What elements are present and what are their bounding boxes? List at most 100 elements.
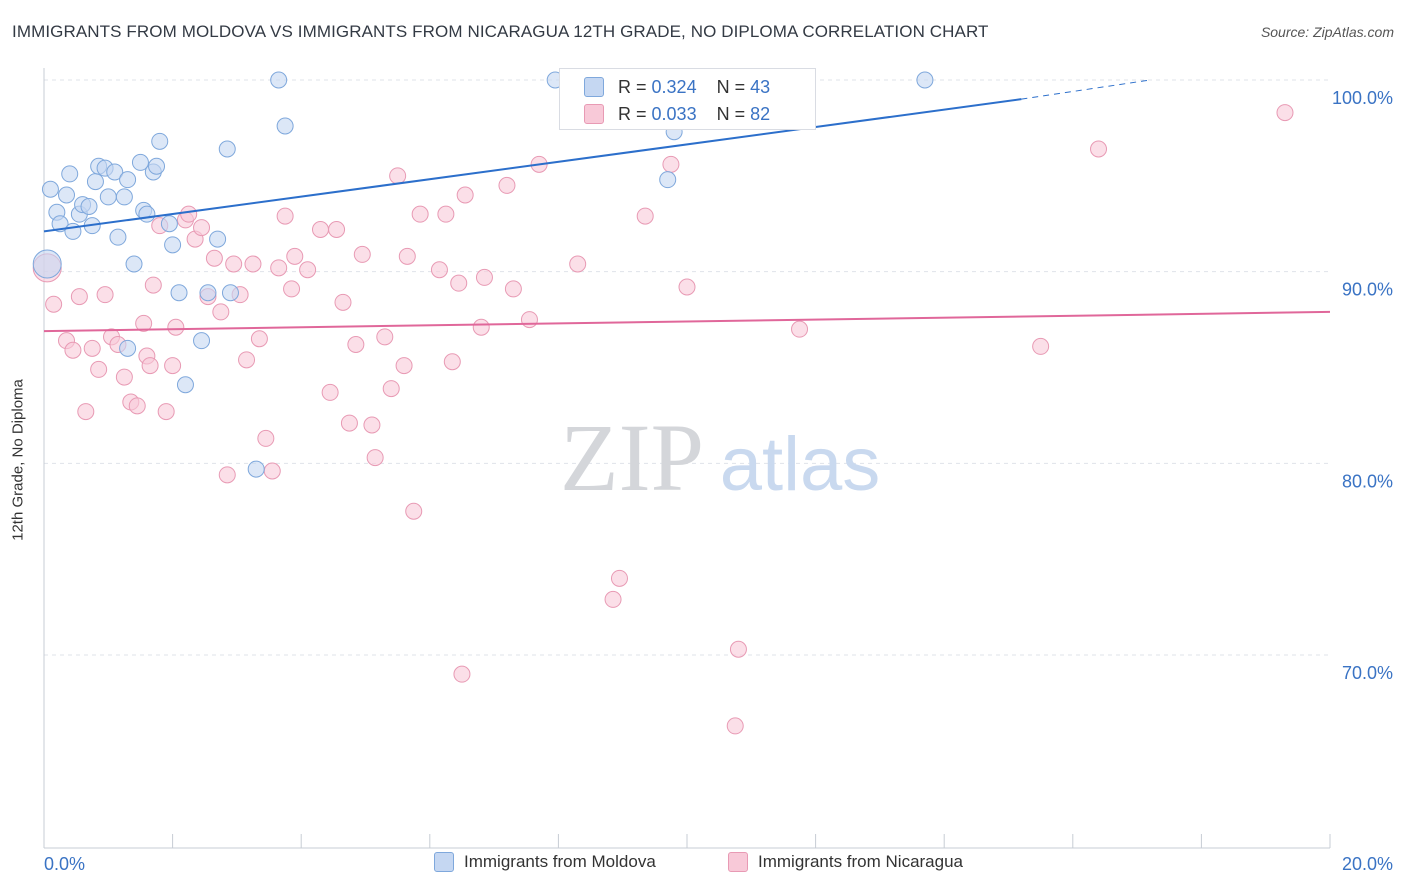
moldova-point <box>119 171 137 189</box>
y-tick-label: 70.0% <box>1342 663 1393 683</box>
moldova-n-label: N = <box>716 76 746 97</box>
moldova-point <box>916 71 934 89</box>
nicaragua-point <box>382 380 400 398</box>
nicaragua-point <box>604 590 622 608</box>
tick-labels: 70.0% 80.0% 90.0% 100.0% 0.0% 20.0% <box>44 88 1393 874</box>
nicaragua-point <box>443 353 461 371</box>
moldova-point <box>247 460 265 478</box>
nicaragua-point <box>340 414 358 432</box>
source-label: Source: ZipAtlas.com <box>1260 24 1394 40</box>
y-tick-label: 100.0% <box>1332 88 1393 108</box>
nicaragua-point <box>395 357 413 375</box>
nicaragua-point <box>64 341 82 359</box>
moldova-point <box>115 188 133 206</box>
moldova-point <box>125 255 143 273</box>
legend-swatch-nicaragua <box>728 852 748 872</box>
nicaragua-point <box>729 640 747 658</box>
nicaragua-point <box>1276 104 1294 122</box>
nicaragua-point <box>726 717 744 735</box>
x-tick-label: 0.0% <box>44 854 85 874</box>
nicaragua-point <box>437 205 455 223</box>
nicaragua-point <box>83 339 101 357</box>
series-legend: Immigrants from Moldova Immigrants from … <box>0 852 1406 878</box>
nicaragua-point <box>321 383 339 401</box>
moldova-point <box>151 132 169 150</box>
moldova-point <box>99 188 117 206</box>
moldova-point <box>209 230 227 248</box>
moldova-r-label: R = <box>618 76 647 97</box>
nicaragua-point <box>167 318 185 336</box>
moldova-point <box>218 140 236 158</box>
nicaragua-point <box>610 569 628 587</box>
nicaragua-point <box>569 255 587 273</box>
nicaragua-swatch <box>584 104 604 124</box>
nicaragua-point <box>311 221 329 238</box>
moldova-point <box>270 71 288 89</box>
data-points <box>32 71 1294 735</box>
moldova-point <box>109 228 127 246</box>
nicaragua-point <box>520 311 538 329</box>
nicaragua-r-label: R = <box>618 103 647 124</box>
moldova-point <box>41 180 59 198</box>
nicaragua-point <box>212 303 230 321</box>
moldova-point <box>193 332 211 350</box>
moldova-point <box>80 198 98 215</box>
nicaragua-n-value: 82 <box>750 103 771 124</box>
nicaragua-point <box>398 247 416 265</box>
nicaragua-n-label: N = <box>716 103 746 124</box>
nicaragua-point <box>205 249 223 267</box>
legend-item-moldova[interactable]: Immigrants from Moldova <box>434 852 656 872</box>
nicaragua-point <box>1032 337 1050 355</box>
nicaragua-point <box>193 219 211 237</box>
watermark: ZIP atlas <box>560 404 880 511</box>
trend-lines <box>43 79 1331 333</box>
nicaragua-point <box>77 403 95 421</box>
legend-label-moldova: Immigrants from Moldova <box>464 852 656 871</box>
nicaragua-point <box>453 665 471 683</box>
nicaragua-point <box>353 245 371 263</box>
nicaragua-point <box>270 259 288 277</box>
watermark-atlas: atlas <box>720 422 881 507</box>
nicaragua-point <box>70 288 88 306</box>
nicaragua-point <box>238 351 256 369</box>
legend-swatch-moldova <box>434 852 454 872</box>
moldova-point <box>58 186 76 204</box>
nicaragua-point <box>411 205 429 223</box>
nicaragua-point <box>791 320 809 338</box>
nicaragua-point <box>283 280 301 298</box>
nicaragua-point <box>96 286 114 304</box>
nicaragua-point <box>472 318 490 336</box>
nicaragua-point <box>286 247 304 265</box>
nicaragua-point <box>363 416 381 434</box>
nicaragua-point <box>135 314 153 332</box>
legend-item-nicaragua[interactable]: Immigrants from Nicaragua <box>728 852 963 872</box>
moldova-trend-extension <box>1021 79 1151 100</box>
moldova-point <box>170 284 188 302</box>
nicaragua-point <box>45 295 63 313</box>
nicaragua-point <box>662 155 680 173</box>
nicaragua-point <box>276 207 294 225</box>
chart-title: IMMIGRANTS FROM MOLDOVA VS IMMIGRANTS FR… <box>12 22 989 41</box>
moldova-point <box>86 173 104 191</box>
y-tick-label: 90.0% <box>1342 280 1393 300</box>
nicaragua-point <box>225 255 243 273</box>
nicaragua-point <box>678 278 696 296</box>
moldova-point <box>138 205 156 223</box>
gridlines <box>44 79 1330 656</box>
moldova-r-value: 0.324 <box>651 76 697 97</box>
nicaragua-point <box>328 221 346 238</box>
moldova-n-value: 43 <box>750 76 771 97</box>
nicaragua-point <box>504 280 522 298</box>
moldova-swatch <box>584 77 604 97</box>
moldova-trend-line <box>43 98 1022 233</box>
nicaragua-point <box>218 466 236 484</box>
y-axis-title: 12th Grade, No Diploma <box>9 379 27 541</box>
nicaragua-point <box>128 397 146 415</box>
y-tick-label: 80.0% <box>1342 471 1393 491</box>
nicaragua-point <box>157 403 175 421</box>
moldova-point <box>276 117 294 135</box>
moldova-point <box>119 339 137 357</box>
nicaragua-point <box>90 360 108 378</box>
legend-label-nicaragua: Immigrants from Nicaragua <box>758 852 964 871</box>
